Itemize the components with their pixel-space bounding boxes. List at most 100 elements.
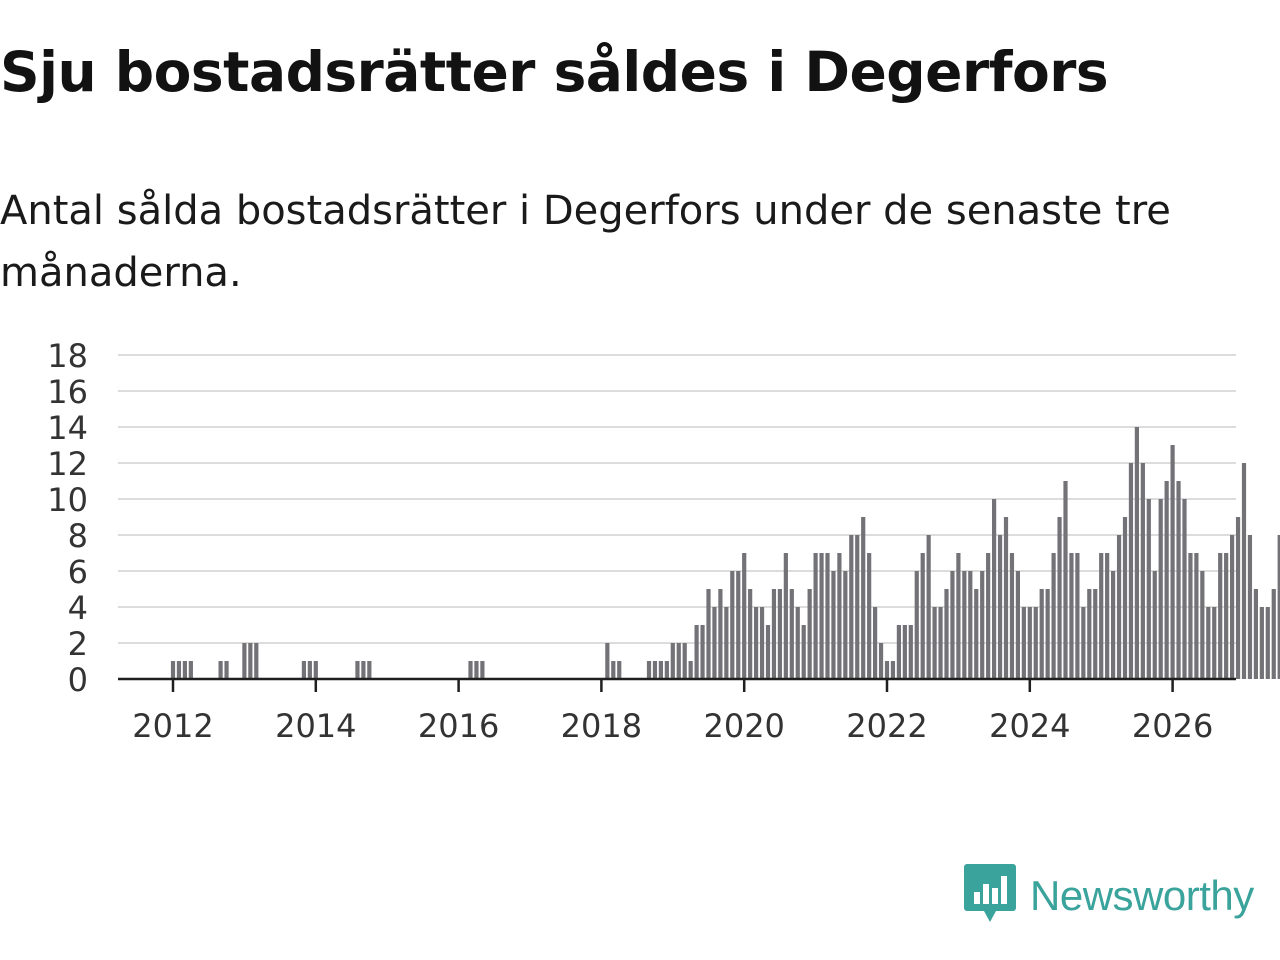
y-tick-label: 14 — [47, 409, 88, 447]
bar — [1033, 607, 1038, 679]
bar — [1146, 499, 1151, 679]
bar — [861, 517, 866, 679]
bar — [914, 571, 919, 679]
bar — [658, 661, 663, 679]
bar — [932, 607, 937, 679]
chart-title: Sju bostadsrätter såldes i Degerfors — [0, 40, 1109, 104]
bar — [480, 661, 485, 679]
bars — [170, 427, 1280, 679]
bar — [700, 625, 705, 679]
bar — [944, 589, 949, 679]
bar — [361, 661, 366, 679]
bar — [1158, 499, 1163, 679]
y-tick-label: 18 — [47, 337, 88, 375]
bar — [873, 607, 878, 679]
bar — [736, 571, 741, 679]
bar — [789, 589, 794, 679]
bar — [605, 643, 610, 679]
bar — [730, 571, 735, 679]
x-tick-label: 2026 — [1132, 707, 1213, 745]
y-tick-label: 8 — [68, 517, 88, 555]
brand-name: Newsworthy — [1030, 872, 1254, 919]
bar — [843, 571, 848, 679]
bar — [1152, 571, 1157, 679]
bar — [890, 661, 896, 679]
bar — [992, 499, 997, 679]
bar-chart-speech-bubble-icon — [964, 864, 1016, 928]
x-tick-label: 2020 — [703, 707, 784, 745]
bar — [950, 571, 955, 679]
bar — [956, 553, 961, 679]
bar — [611, 661, 616, 679]
bar — [1200, 571, 1205, 679]
bar — [617, 661, 622, 679]
x-tick-label: 2022 — [846, 707, 927, 745]
x-tick-label: 2012 — [132, 707, 213, 745]
bar — [1224, 553, 1229, 679]
bar — [754, 607, 759, 679]
bar — [1235, 517, 1241, 679]
bar — [1039, 589, 1044, 679]
bar — [980, 571, 985, 679]
bar — [1021, 607, 1026, 679]
bar — [986, 553, 991, 679]
bar — [1051, 553, 1056, 679]
bar — [819, 553, 824, 679]
bar — [218, 661, 223, 679]
bar — [1128, 463, 1134, 679]
y-tick-label: 0 — [68, 661, 88, 699]
bar — [182, 661, 187, 679]
bar — [902, 625, 907, 679]
bar — [1015, 571, 1020, 679]
bar — [724, 607, 729, 679]
bar — [884, 661, 890, 679]
bar — [682, 643, 687, 679]
bar — [908, 625, 913, 679]
bar — [920, 553, 925, 679]
bar — [1116, 535, 1122, 679]
y-tick-label: 10 — [47, 481, 88, 519]
bar — [896, 625, 901, 679]
bar — [170, 661, 176, 679]
bar — [646, 661, 652, 679]
y-tick-label: 4 — [68, 589, 88, 627]
bar — [1027, 607, 1032, 679]
bar — [1099, 553, 1104, 679]
bar — [706, 589, 711, 679]
y-tick-label: 6 — [68, 553, 88, 591]
y-tick-label: 12 — [47, 445, 88, 483]
bar — [1241, 463, 1247, 679]
gridlines — [118, 354, 1236, 644]
bar — [1253, 589, 1258, 679]
bar — [1081, 607, 1086, 679]
bar — [938, 607, 943, 679]
bar — [742, 553, 747, 679]
bar — [670, 643, 675, 679]
bar — [474, 661, 479, 679]
y-tick-label: 16 — [47, 373, 88, 411]
bar — [765, 625, 771, 679]
bar — [1105, 553, 1110, 679]
bar — [1206, 607, 1211, 679]
bar — [688, 661, 693, 679]
bar — [301, 661, 306, 679]
bar — [1045, 589, 1050, 679]
bar — [974, 589, 979, 679]
bar — [1057, 517, 1062, 679]
bar — [652, 661, 658, 679]
bar — [224, 661, 229, 679]
bar — [855, 535, 860, 679]
bar — [1218, 553, 1223, 679]
bar — [1247, 535, 1253, 679]
x-tick-label: 2024 — [989, 707, 1070, 745]
newsworthy-logo[interactable]: Newsworthy — [964, 864, 1254, 928]
bar — [837, 553, 842, 679]
x-tick-label: 2014 — [275, 707, 356, 745]
bar — [1093, 589, 1098, 679]
bar — [248, 643, 253, 679]
bar — [849, 535, 854, 679]
bar — [1259, 607, 1264, 679]
bar — [867, 553, 872, 679]
